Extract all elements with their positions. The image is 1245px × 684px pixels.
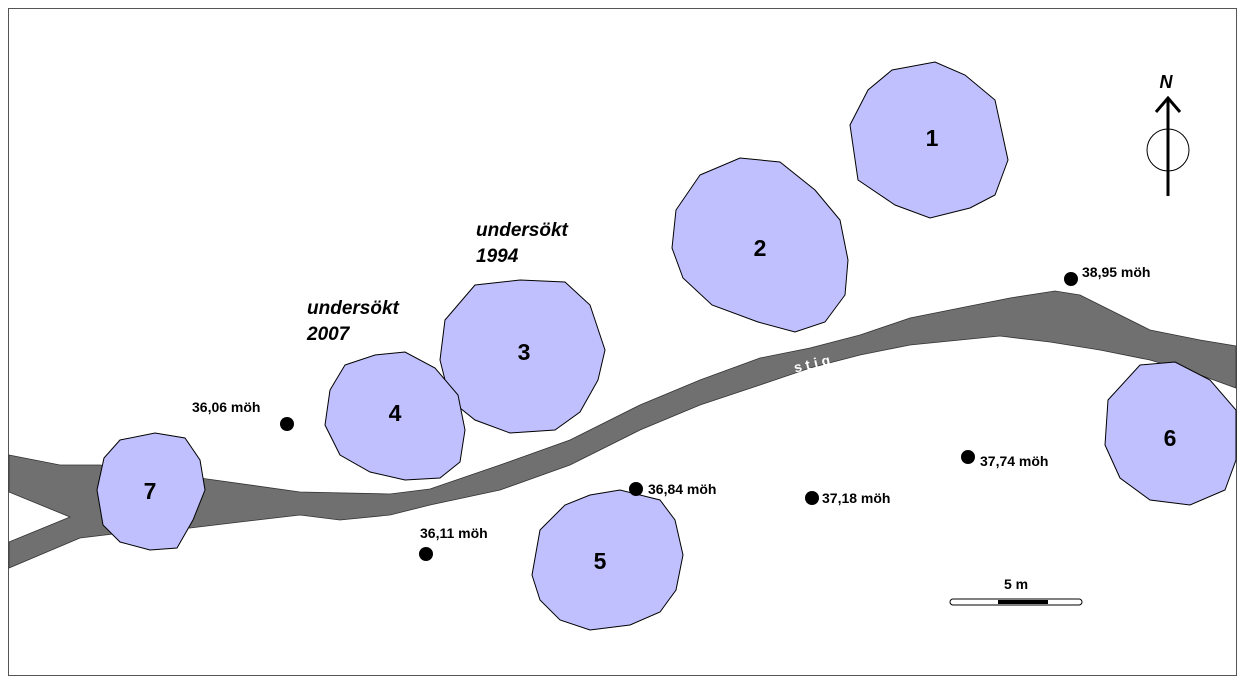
- mound: [531, 489, 684, 631]
- scale-bar: [949, 598, 1083, 606]
- elevation-point: [280, 417, 294, 431]
- elevation-point: [805, 491, 819, 505]
- annotation: 1994: [476, 246, 519, 267]
- north-label: N: [1160, 72, 1174, 92]
- mound: [324, 351, 466, 481]
- mound-label: 2: [754, 235, 767, 261]
- elevation-label: 36,84 möh: [648, 481, 716, 497]
- elevation-label: 36,06 möh: [192, 399, 260, 415]
- mound: [439, 279, 606, 434]
- mound-label: 4: [389, 400, 402, 426]
- elevation-point: [961, 450, 975, 464]
- annotation: 2007: [306, 324, 351, 345]
- mound: [671, 157, 849, 333]
- elevation-label: 38,95 möh: [1082, 264, 1150, 280]
- elevation-label: 37,74 möh: [980, 453, 1048, 469]
- mound-label: 1: [926, 125, 939, 151]
- mound-label: 3: [518, 339, 531, 365]
- north-arrow: [1146, 95, 1190, 196]
- elevation-label: 36,11 möh: [420, 525, 488, 541]
- elevation-point: [419, 547, 433, 561]
- mound: [1104, 361, 1237, 506]
- mound: [96, 432, 206, 551]
- elevation-point: [629, 482, 643, 496]
- elevation-label: 37,18 möh: [822, 490, 890, 506]
- annotation: undersökt: [476, 220, 569, 241]
- scale-label: 5 m: [1004, 576, 1028, 592]
- path: [8, 290, 1237, 569]
- annotation: undersökt: [307, 298, 400, 319]
- mound-label: 7: [144, 478, 157, 504]
- mound-label: 5: [594, 548, 607, 574]
- mound: [849, 61, 1009, 219]
- elevation-point: [1064, 272, 1078, 286]
- mound-label: 6: [1164, 425, 1177, 451]
